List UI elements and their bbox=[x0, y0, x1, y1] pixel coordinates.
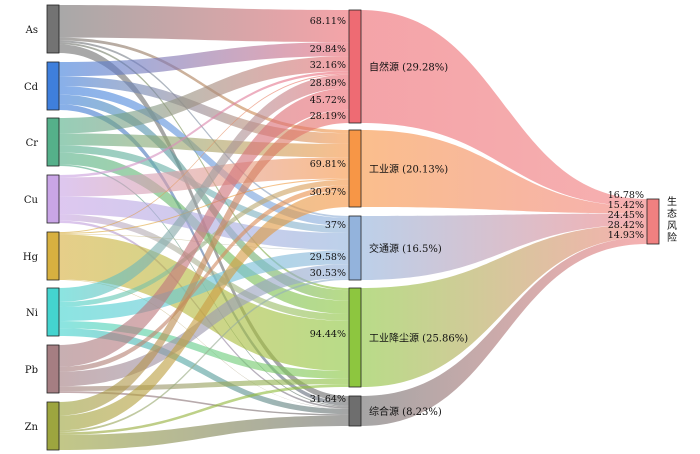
value-label-risk-2: 24.45% bbox=[608, 210, 644, 221]
node-label-risk-char-1: 态 bbox=[667, 207, 677, 220]
link-Cu-industrial bbox=[59, 157, 349, 197]
node-Cr bbox=[46, 117, 60, 167]
node-label-Hg: Hg bbox=[23, 252, 39, 263]
link-Pb-industrial bbox=[59, 185, 349, 372]
value-label-traffic-2: 30.53% bbox=[310, 268, 346, 279]
node-label-risk-char-2: 风 bbox=[667, 220, 677, 232]
link-dust-risk bbox=[361, 224, 647, 387]
link-Pb-combined bbox=[59, 391, 349, 416]
link-Cd-industrial bbox=[59, 76, 349, 144]
value-label-traffic-1: 29.58% bbox=[310, 252, 346, 263]
link-Cd-natural bbox=[59, 42, 349, 77]
link-As-traffic bbox=[59, 40, 349, 218]
value-label-combined-0: 31.64% bbox=[310, 394, 346, 405]
value-label-natural-0: 68.11% bbox=[310, 16, 346, 27]
value-label-risk-1: 15.42% bbox=[608, 200, 644, 211]
link-Ni-combined bbox=[59, 328, 349, 415]
node-Cu bbox=[46, 174, 60, 224]
node-label-combined: 综合源 (8.23%) bbox=[369, 405, 442, 418]
node-label-Cu: Cu bbox=[24, 195, 39, 206]
link-Cr-natural bbox=[59, 56, 349, 134]
node-label-Pb: Pb bbox=[25, 365, 38, 376]
node-risk bbox=[646, 198, 660, 245]
value-label-dust-0: 94.44% bbox=[310, 329, 346, 340]
value-label-traffic-0: 37% bbox=[325, 220, 346, 231]
link-Cu-natural bbox=[59, 71, 349, 178]
link-Pb-natural bbox=[59, 88, 349, 367]
node-label-Ni: Ni bbox=[26, 308, 38, 319]
value-label-natural-1: 29.84% bbox=[310, 44, 346, 55]
value-label-natural-3: 28.89% bbox=[310, 78, 346, 89]
value-label-risk-0: 16.78% bbox=[608, 190, 644, 201]
link-Ni-dust bbox=[59, 321, 349, 379]
node-label-risk-char-3: 险 bbox=[667, 231, 677, 244]
value-label-natural-5: 28.19% bbox=[310, 111, 346, 122]
value-label-risk-3: 28.42% bbox=[608, 220, 644, 231]
link-traffic-risk bbox=[361, 213, 647, 280]
node-label-Cd: Cd bbox=[24, 82, 39, 93]
node-As bbox=[46, 4, 60, 54]
value-label-industrial-0: 69.81% bbox=[310, 159, 346, 170]
value-label-natural-4: 45.72% bbox=[310, 95, 346, 106]
link-As-dust bbox=[59, 42, 349, 291]
link-industrial-risk bbox=[361, 130, 647, 214]
node-dust bbox=[348, 287, 362, 388]
node-label-industrial: 工业源 (20.13%) bbox=[369, 163, 448, 176]
value-label-industrial-1: 30.97% bbox=[310, 187, 346, 198]
link-Cd-traffic bbox=[59, 85, 349, 227]
node-combined bbox=[348, 395, 362, 427]
node-label-natural: 自然源 (29.28%) bbox=[369, 61, 448, 74]
node-label-Cr: Cr bbox=[26, 138, 39, 149]
link-Zn-dust bbox=[59, 384, 349, 435]
link-Zn-natural bbox=[59, 109, 349, 416]
node-Pb bbox=[46, 344, 60, 394]
node-label-Zn: Zn bbox=[25, 422, 39, 433]
links-layer bbox=[59, 5, 647, 450]
labels-layer: As Cd Cr Cu Hg Ni Pb Zn 自然源 (29.28%) 工业源 (20.13%)… bbox=[23, 16, 677, 433]
node-traffic bbox=[348, 215, 362, 281]
link-Ni-industrial bbox=[59, 179, 349, 307]
node-Cd bbox=[46, 61, 60, 111]
link-As-industrial bbox=[59, 37, 349, 134]
link-Ni-natural bbox=[59, 74, 349, 302]
node-Hg bbox=[46, 231, 60, 281]
link-Zn-combined bbox=[59, 415, 349, 450]
link-Zn-traffic bbox=[59, 278, 349, 433]
node-industrial bbox=[348, 129, 362, 208]
link-Pb-dust bbox=[59, 378, 349, 392]
nodes-layer bbox=[46, 4, 660, 451]
link-Pb-traffic bbox=[59, 264, 349, 387]
node-label-dust: 工业降尘源 (25.86%) bbox=[369, 332, 468, 345]
link-Ni-traffic bbox=[59, 250, 349, 322]
link-Hg-natural bbox=[59, 73, 349, 233]
node-label-traffic: 交通源 (16.5%) bbox=[369, 242, 442, 255]
node-label-As: As bbox=[25, 25, 38, 36]
link-natural-risk bbox=[361, 10, 647, 207]
value-label-natural-2: 32.16% bbox=[310, 60, 346, 71]
link-combined-risk bbox=[361, 237, 647, 426]
link-Hg-industrial bbox=[59, 178, 349, 234]
node-Zn bbox=[46, 401, 60, 451]
node-label-risk-char-0: 生 bbox=[667, 195, 677, 208]
value-label-risk-4: 14.93% bbox=[608, 230, 644, 241]
node-Ni bbox=[46, 287, 60, 337]
link-Cd-dust bbox=[59, 94, 349, 301]
link-Zn-industrial bbox=[59, 190, 349, 431]
link-Hg-combined bbox=[59, 279, 349, 409]
link-Cd-combined bbox=[59, 104, 349, 406]
node-natural bbox=[348, 9, 362, 124]
link-As-natural bbox=[59, 5, 349, 43]
